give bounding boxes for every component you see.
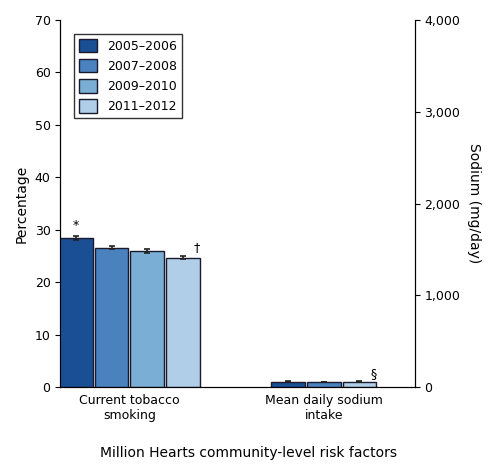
Bar: [59, 238, 93, 387]
Text: †: †: [193, 241, 200, 254]
Y-axis label: Sodium (mg/day): Sodium (mg/day): [467, 144, 481, 264]
Y-axis label: Percentage: Percentage: [15, 165, 29, 243]
Bar: [95, 248, 128, 387]
Legend: 2005–2006, 2007–2008, 2009–2010, 2011–2012: 2005–2006, 2007–2008, 2009–2010, 2011–20…: [73, 33, 183, 119]
Bar: [343, 382, 376, 387]
Text: §: §: [371, 367, 376, 380]
Bar: [307, 382, 341, 387]
Bar: [166, 258, 199, 387]
Bar: [130, 251, 164, 387]
Bar: [271, 382, 305, 387]
Text: Million Hearts community-level risk factors: Million Hearts community-level risk fact…: [100, 446, 396, 460]
Text: *: *: [73, 219, 79, 232]
